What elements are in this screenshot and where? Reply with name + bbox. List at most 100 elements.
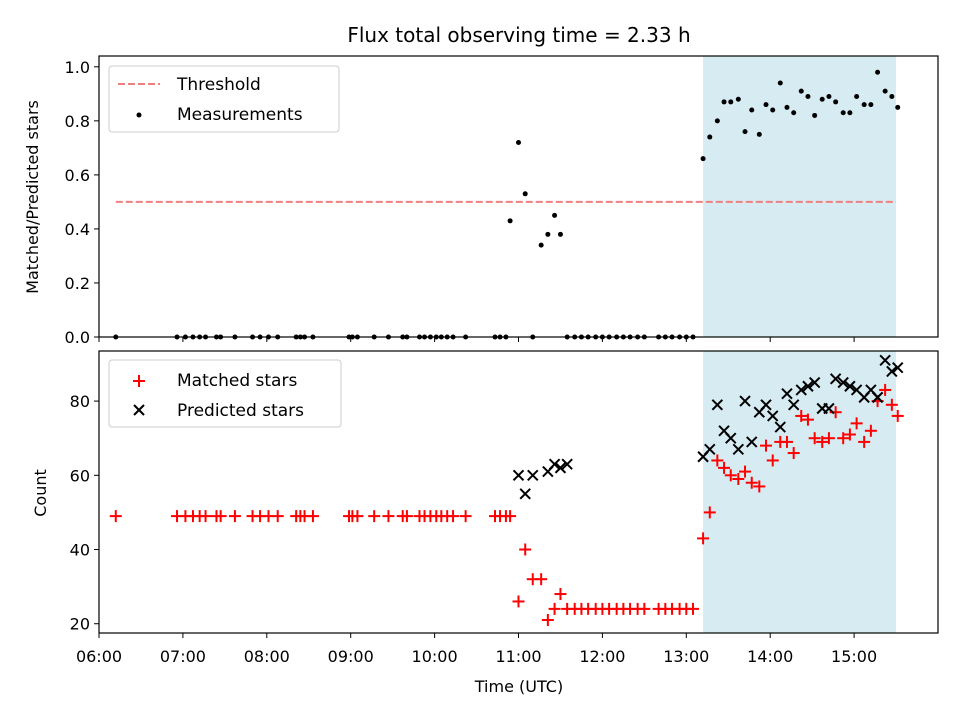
measurement-point xyxy=(777,80,783,86)
matched-star-point xyxy=(822,432,835,445)
predicted-star-point xyxy=(739,395,751,407)
measurement-point xyxy=(516,139,521,145)
matched-star-point xyxy=(718,461,731,474)
chart-title: Flux total observing time = 2.33 h xyxy=(347,23,690,47)
x-tick-label: 11:00 xyxy=(495,647,541,666)
measurement-point xyxy=(557,231,563,237)
y-tick-label: 20 xyxy=(70,615,90,634)
x-tick-label: 08:00 xyxy=(244,647,290,666)
matched-star-point xyxy=(541,614,554,627)
measurement-point xyxy=(700,156,706,162)
x-tick-label: 06:00 xyxy=(76,647,122,666)
matched-star-point xyxy=(843,428,856,441)
matched-star-point xyxy=(864,424,877,437)
y-tick-label: 0.8 xyxy=(65,112,90,131)
predicted-star-point xyxy=(823,402,835,415)
measurement-point xyxy=(784,104,790,110)
predicted-star-point xyxy=(795,384,807,396)
predicted-star-point xyxy=(892,361,904,374)
measurement-point xyxy=(742,129,748,135)
x-axis-label: Time (UTC) xyxy=(474,677,563,696)
predicted-star-point xyxy=(871,391,884,404)
matched-star-point xyxy=(306,510,319,523)
predicted-star-point xyxy=(886,365,898,378)
matched-star-point xyxy=(808,432,821,445)
legend-box xyxy=(108,359,342,428)
matched-star-point xyxy=(816,435,829,448)
panel-bottom-y-label: Count xyxy=(31,469,50,517)
panel-top-y-label: Matched/Predicted stars xyxy=(23,100,42,294)
panel-bottom-legend: Matched stars Predicted stars xyxy=(108,359,342,428)
legend-measurement-marker xyxy=(136,112,142,118)
legend-matched-marker xyxy=(133,375,145,387)
x-tick-label: 12:00 xyxy=(579,647,625,666)
predicted-star-point xyxy=(512,469,525,482)
matched-star-point xyxy=(879,383,892,396)
predicted-star-point xyxy=(774,421,786,433)
panel-top-y-axis: 0.0 0.2 0.4 0.6 0.8 1.0 xyxy=(65,58,99,347)
matched-star-point xyxy=(760,439,773,452)
matched-star-point xyxy=(535,573,548,586)
x-tick-label: 09:00 xyxy=(328,647,374,666)
panel-bottom-y-axis: 20 40 60 80 xyxy=(70,392,99,634)
predicted-star-point xyxy=(554,462,567,474)
predicted-star-point xyxy=(781,387,793,400)
predicted-star-point xyxy=(767,410,779,422)
panel-top-shaded-region xyxy=(703,56,897,337)
matched-star-point xyxy=(711,454,724,467)
measurement-point xyxy=(707,134,713,140)
predicted-star-point xyxy=(548,458,561,470)
matched-star-point xyxy=(739,465,752,478)
matched-star-point xyxy=(703,506,716,519)
measurement-point xyxy=(735,96,741,102)
measurement-point xyxy=(805,94,811,100)
matched-star-point xyxy=(368,510,381,523)
matched-star-point xyxy=(504,510,517,523)
predicted-star-point xyxy=(760,399,772,411)
matched-star-point xyxy=(199,510,212,523)
panel-bottom-plot-area xyxy=(109,354,904,627)
legend-predicted-label: Predicted stars xyxy=(177,401,304,421)
measurement-point xyxy=(545,231,551,237)
panel-top-x-ticks xyxy=(98,337,855,342)
predicted-star-point xyxy=(519,488,531,500)
matched-star-point xyxy=(891,409,904,422)
matched-star-point xyxy=(766,454,779,467)
matched-star-point xyxy=(687,602,700,615)
predicted-star-point xyxy=(829,373,842,385)
matched-star-point xyxy=(885,398,898,411)
measurement-point xyxy=(749,107,755,113)
measurement-point xyxy=(507,218,513,224)
measurement-point xyxy=(538,242,544,248)
panel-top-legend: Threshold Measurements xyxy=(108,65,340,133)
predicted-star-point xyxy=(802,380,814,392)
measurement-point xyxy=(833,99,839,105)
panel-bottom-x-axis: 06:00 07:00 08:00 09:00 10:00 11:00 12:00 13:00… xyxy=(76,633,877,666)
matched-star-point xyxy=(638,602,651,615)
measurement-point xyxy=(714,118,720,124)
y-tick-label: 0.4 xyxy=(65,220,90,239)
measurement-point xyxy=(756,131,762,137)
y-tick-label: 1.0 xyxy=(65,58,90,77)
matched-star-point xyxy=(400,510,413,523)
predicted-star-point xyxy=(527,469,539,482)
matched-star-point xyxy=(109,510,122,523)
measurement-point xyxy=(812,112,818,118)
measurement-point xyxy=(861,102,867,108)
matched-star-point xyxy=(228,510,241,523)
matched-star-point xyxy=(745,476,758,489)
matched-star-point xyxy=(787,447,800,460)
measurement-point xyxy=(854,94,860,100)
x-tick-label: 13:00 xyxy=(663,647,709,666)
matched-star-point xyxy=(795,409,808,422)
x-tick-label: 14:00 xyxy=(747,647,793,666)
x-tick-label: 10:00 xyxy=(412,647,458,666)
predicted-star-point xyxy=(879,354,891,366)
matched-star-point xyxy=(519,543,532,556)
measurement-point xyxy=(882,88,888,94)
legend-predicted-marker xyxy=(133,404,145,416)
legend-box xyxy=(108,65,340,133)
measurement-point xyxy=(840,110,846,116)
matched-star-point xyxy=(850,417,863,430)
